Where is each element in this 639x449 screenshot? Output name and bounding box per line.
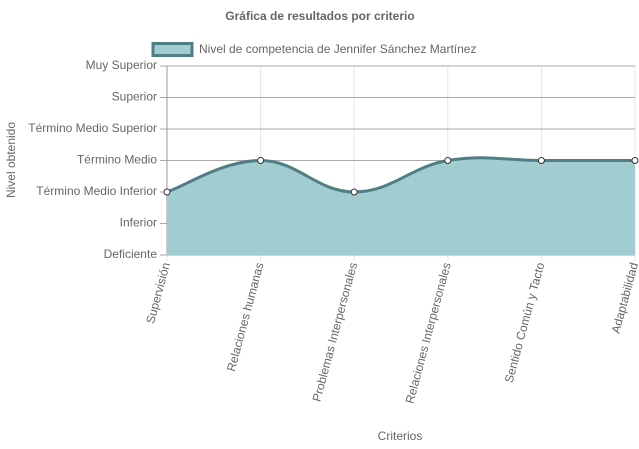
legend-label: Nivel de competencia de Jennifer Sánchez… [199,42,476,56]
x-tick-label: Sentido Común y Tacto [502,261,548,385]
y-tick-label: Superior [112,90,157,104]
y-tick-label: Deficiente [104,247,158,261]
y-tick-label: Término Medio Inferior [36,184,157,198]
x-tick-label: Relaciones Interpersonales [403,261,454,405]
x-tick-label: Adaptabilidad [609,261,639,335]
y-axis-label: Nivel obtenido [4,122,18,198]
point [163,188,171,196]
y-tick-label: Inferior [120,216,157,230]
y-tick-label: Muy Superior [86,58,157,72]
chart-title: Gráfica de resultados por criterio [225,9,414,23]
point [350,188,358,196]
point [444,157,452,164]
x-tick-label: Problemas Interpersonales [310,261,361,403]
line [166,156,635,194]
x-tick-label: Relaciones humanas [224,261,267,373]
x-tick-label: Supervisión [143,261,173,325]
x-axis-label: Criterios [378,429,423,443]
y-tick-label: Término Medio [77,153,157,167]
point [631,157,639,164]
y-tick-label: Término Medio Superior [28,121,157,135]
legend-swatch [151,42,194,57]
point [537,157,545,164]
point [257,157,265,164]
area [167,157,635,255]
